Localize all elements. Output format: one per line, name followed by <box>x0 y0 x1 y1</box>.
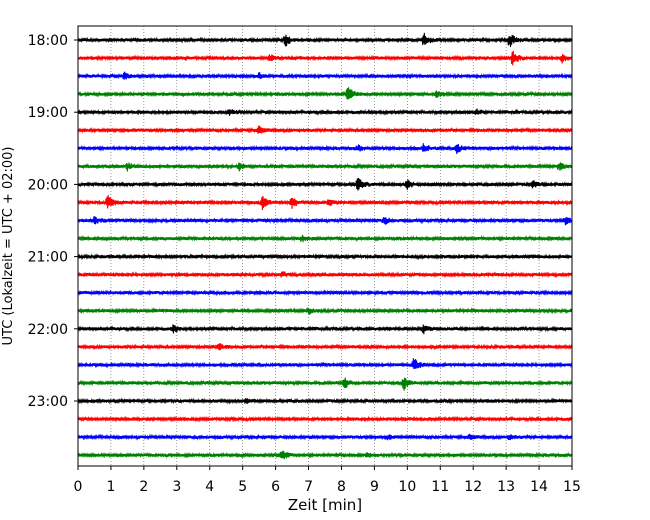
seismic-trace <box>77 433 573 441</box>
x-axis-label: Zeit [min] <box>288 496 362 514</box>
trace-lines <box>77 32 573 460</box>
plot-frame <box>77 25 573 467</box>
x-tick-label: 13 <box>497 479 515 495</box>
y-tick-label: 19:00 <box>28 105 68 121</box>
seismic-trace <box>77 377 573 391</box>
seismic-trace <box>77 397 573 405</box>
x-tick-label: 1 <box>106 479 115 495</box>
seismic-trace <box>77 194 573 210</box>
x-tick-label: 3 <box>172 479 181 495</box>
x-tick-label: 4 <box>205 479 214 495</box>
seismic-trace <box>77 307 573 315</box>
seismic-trace <box>77 450 573 460</box>
seismic-trace <box>77 253 573 261</box>
x-tick-label: 2 <box>139 479 148 495</box>
y-tick-label: 22:00 <box>28 322 68 338</box>
seismic-trace <box>77 415 573 423</box>
seismic-trace <box>77 50 573 66</box>
x-tick-label: 7 <box>304 479 313 495</box>
x-tick-label: 10 <box>398 479 416 495</box>
seismic-trace <box>77 324 573 335</box>
seismic-trace <box>77 162 573 172</box>
x-tick-label: 14 <box>530 479 548 495</box>
x-tick-label: 9 <box>370 479 379 495</box>
seismic-trace <box>77 234 573 243</box>
seismic-trace <box>77 216 573 226</box>
seismic-trace <box>77 71 573 80</box>
y-tick-label: 21:00 <box>28 250 68 266</box>
y-tick-label: 23:00 <box>28 394 68 410</box>
seismic-trace <box>77 271 573 279</box>
seismic-trace <box>77 143 573 155</box>
grid-lines <box>110 26 540 466</box>
x-tick-label: 15 <box>563 479 581 495</box>
seismic-trace <box>77 32 573 48</box>
x-tick-label: 12 <box>464 479 482 495</box>
y-tick-label: 18:00 <box>28 33 68 49</box>
x-tick-label: 11 <box>431 479 449 495</box>
seismic-trace <box>77 289 573 297</box>
y-tick-label: 20:00 <box>28 177 68 193</box>
seismic-trace <box>77 178 573 191</box>
seismic-trace <box>77 358 573 369</box>
seismic-trace <box>77 108 573 116</box>
x-axis-ticks: 0 1 2 3 4 5 6 7 8 9 10 11 12 13 14 15 <box>74 466 581 495</box>
y-axis-label: UTC (Lokalzeit = UTC + 02:00) <box>1 147 16 346</box>
y-axis-ticks: 18:00 19:00 20:00 21:00 22:00 23:00 <box>28 33 78 410</box>
seismic-trace <box>77 87 573 100</box>
seismic-trace <box>77 342 573 351</box>
x-tick-label: 8 <box>337 479 346 495</box>
x-tick-label: 0 <box>74 479 83 495</box>
x-tick-label: 6 <box>271 479 280 495</box>
x-tick-label: 5 <box>238 479 247 495</box>
seismic-trace <box>77 125 573 134</box>
